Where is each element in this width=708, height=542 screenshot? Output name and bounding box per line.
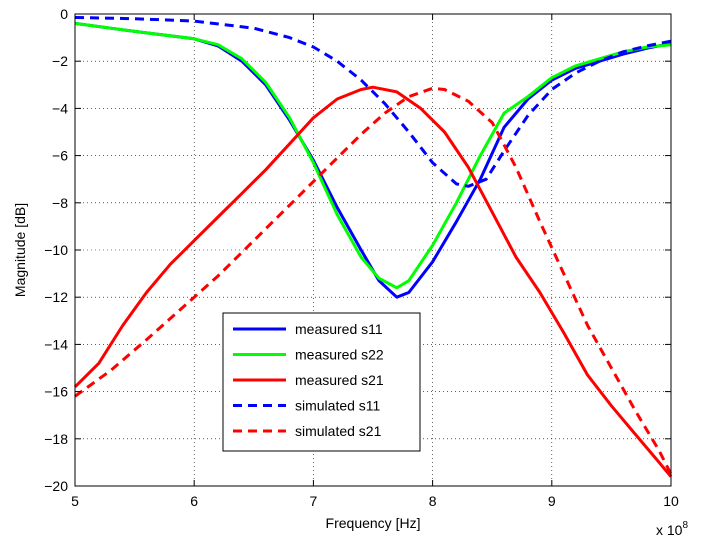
axis-tick-labels: 5 6 7 8 9 10 0 −2 −4 −6 −8 −10 −12 −14 −16 −18 −20 bbox=[44, 6, 679, 509]
y-tick-label: −14 bbox=[44, 336, 68, 352]
series-layer bbox=[73, 16, 673, 478]
y-tick-label: −6 bbox=[52, 148, 68, 164]
y-tick-label: −4 bbox=[52, 100, 68, 116]
legend-label: simulated s21 bbox=[295, 423, 382, 439]
legend-box bbox=[222, 312, 421, 452]
y-tick-label: −18 bbox=[44, 431, 68, 447]
y-tick-label: −8 bbox=[52, 195, 68, 211]
legend-label: measured s22 bbox=[295, 347, 384, 363]
y-tick-label: −20 bbox=[44, 478, 68, 494]
legend-label: measured s11 bbox=[295, 321, 383, 337]
x-tick-label: 10 bbox=[663, 493, 679, 509]
x-tick-label: 8 bbox=[429, 493, 437, 509]
x-exponent-label: x 108 bbox=[656, 520, 688, 538]
legend: measured s11 measured s22 measured s21 simu… bbox=[222, 312, 421, 452]
y-tick-label: −10 bbox=[44, 242, 68, 258]
x-axis-label: Frequency [Hz] bbox=[326, 515, 421, 531]
axis-ticks bbox=[74, 13, 672, 487]
x-tick-label: 5 bbox=[71, 493, 79, 509]
legend-label: simulated s11 bbox=[295, 398, 381, 414]
y-tick-label: 0 bbox=[60, 6, 68, 22]
y-tick-label: −2 bbox=[52, 53, 68, 69]
y-axis-label: Magnitude [dB] bbox=[12, 203, 28, 297]
x-tick-label: 9 bbox=[548, 493, 556, 509]
series-line-measured-s22 bbox=[74, 21, 672, 290]
y-tick-label: −12 bbox=[44, 289, 68, 305]
legend-label: measured s21 bbox=[295, 372, 384, 388]
x-exponent-base: x 10 bbox=[656, 522, 683, 538]
x-exponent-power: 8 bbox=[682, 520, 688, 531]
series-line-simulated-s11 bbox=[74, 16, 672, 188]
y-tick-label: −16 bbox=[44, 384, 68, 400]
x-tick-label: 6 bbox=[190, 493, 198, 509]
series-line-measured-s21 bbox=[73, 85, 673, 478]
x-tick-label: 7 bbox=[310, 493, 318, 509]
